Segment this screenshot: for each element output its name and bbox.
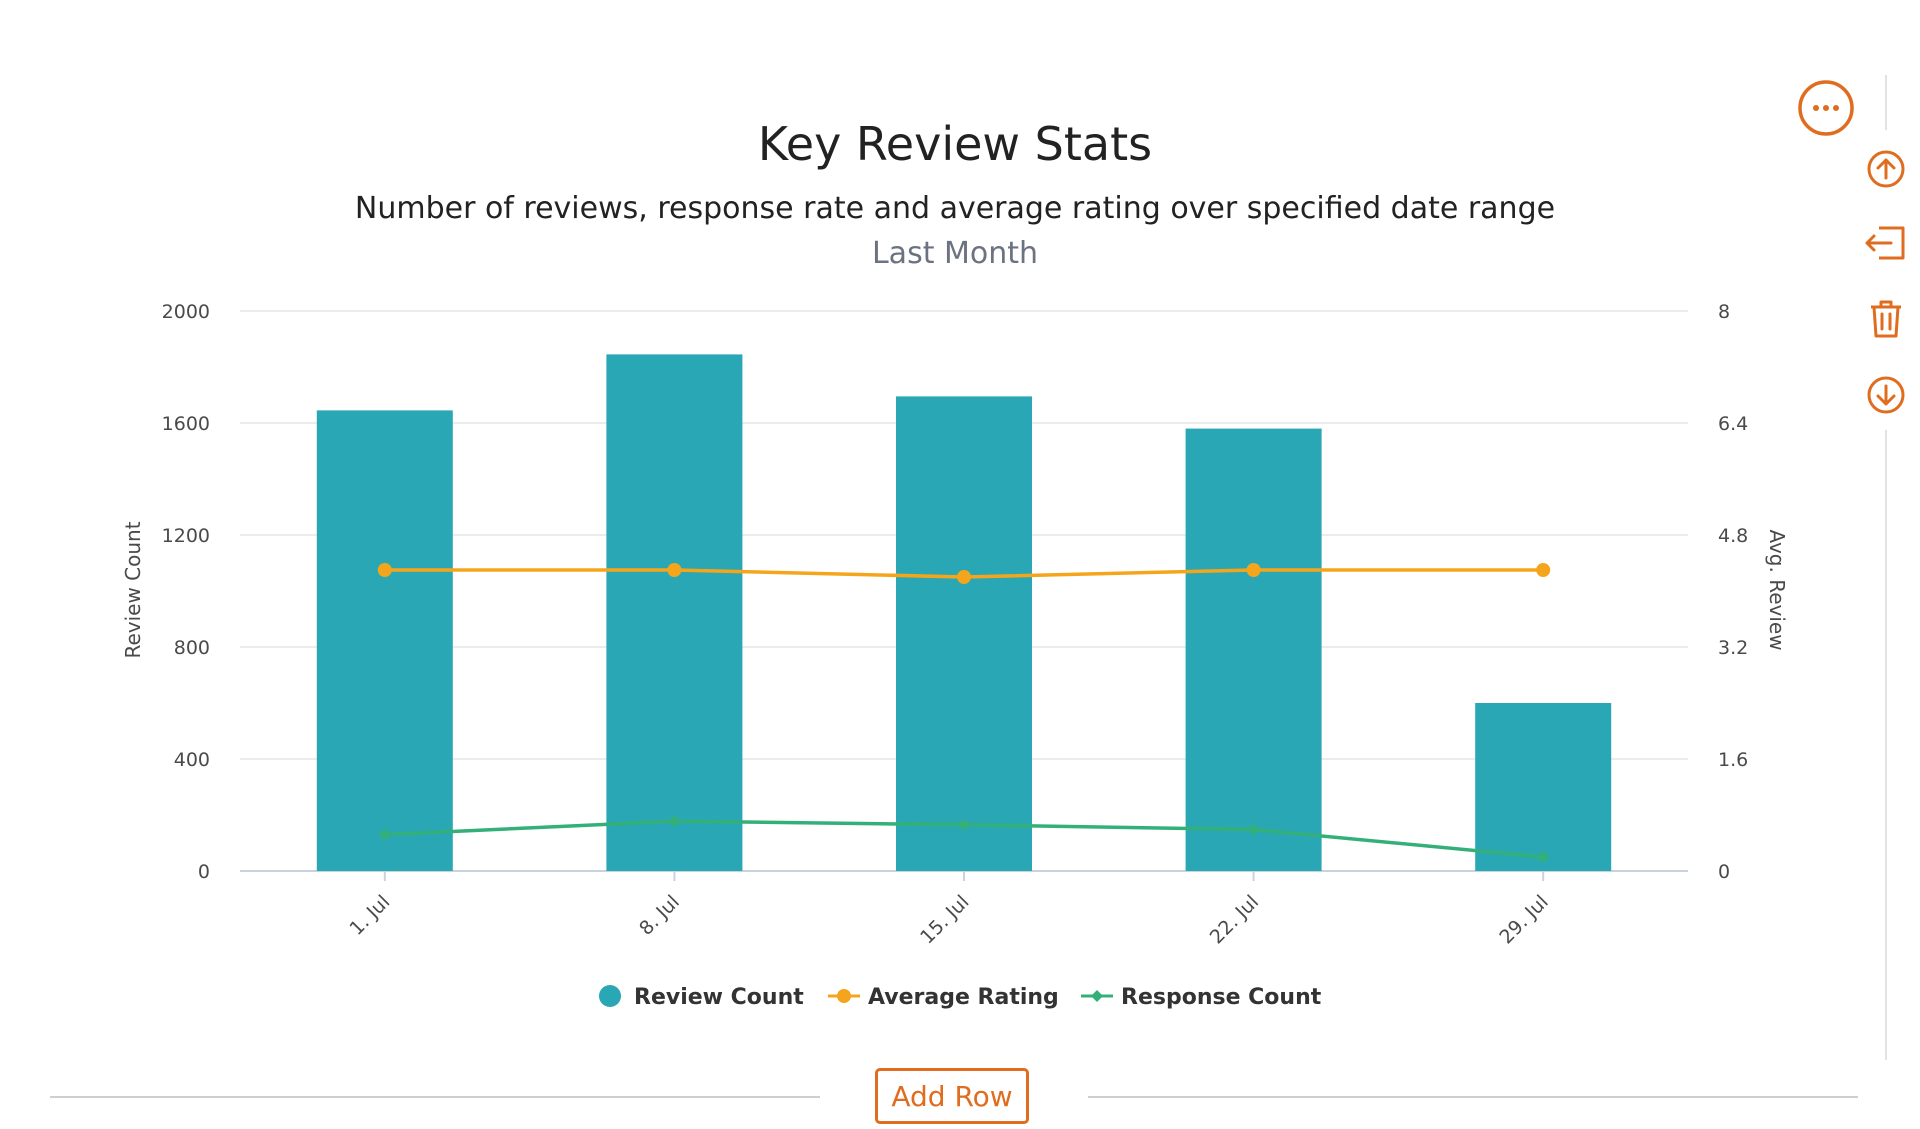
chart-title: Key Review Stats bbox=[758, 117, 1152, 171]
x-tick-label: 29. Jul bbox=[1495, 891, 1552, 948]
line-point bbox=[957, 570, 971, 584]
y-axis-left: 0 400 800 1200 1600 2000 bbox=[162, 301, 210, 883]
y-axis-left-title: Review Count bbox=[121, 521, 145, 658]
legend-label: Review Count bbox=[634, 985, 804, 1010]
x-tick-label: 22. Jul bbox=[1206, 891, 1263, 948]
y-left-tick-label: 1200 bbox=[162, 525, 210, 547]
tool-strip-divider-bottom bbox=[1885, 430, 1887, 1060]
bar bbox=[896, 396, 1032, 871]
y-right-tick-label: 1.6 bbox=[1718, 749, 1748, 771]
x-tick-label: 8. Jul bbox=[635, 891, 684, 940]
legend: Review Count Average Rating Response Count bbox=[599, 985, 1322, 1010]
y-axis-right: 0 1.6 3.2 4.8 6.4 8 bbox=[1718, 301, 1748, 883]
trash-icon bbox=[1871, 300, 1901, 338]
y-left-tick-label: 0 bbox=[198, 861, 210, 883]
series-lines bbox=[377, 563, 1551, 863]
divider-right bbox=[1088, 1096, 1858, 1098]
x-tick-label: 1. Jul bbox=[345, 891, 394, 940]
y-left-tick-label: 1600 bbox=[162, 413, 210, 435]
legend-marker bbox=[1091, 990, 1103, 1002]
line-point bbox=[667, 563, 682, 577]
line-point bbox=[1247, 823, 1260, 836]
y-right-tick-label: 3.2 bbox=[1718, 637, 1748, 659]
move-down-button[interactable] bbox=[1865, 374, 1907, 416]
x-axis: 1. Jul 8. Jul 15. Jul 22. Jul 29. Jul bbox=[345, 871, 1553, 948]
line-point bbox=[1246, 563, 1261, 577]
y-left-tick-label: 400 bbox=[174, 749, 210, 771]
y-right-tick-label: 0 bbox=[1718, 861, 1730, 883]
line-point bbox=[1536, 563, 1551, 577]
move-out-icon bbox=[1865, 226, 1905, 260]
bar bbox=[1185, 428, 1322, 871]
move-up-button[interactable] bbox=[1865, 148, 1907, 190]
y-right-tick-label: 6.4 bbox=[1718, 413, 1748, 435]
bar bbox=[316, 410, 453, 871]
line-point bbox=[378, 828, 391, 841]
line-point bbox=[668, 815, 681, 828]
legend-label: Response Count bbox=[1121, 985, 1322, 1010]
y-left-tick-label: 2000 bbox=[162, 301, 210, 323]
bar bbox=[1475, 703, 1612, 871]
line-point bbox=[958, 818, 970, 831]
tool-strip-divider-top bbox=[1885, 75, 1887, 130]
bars-review-count bbox=[316, 354, 1612, 871]
y-right-tick-label: 8 bbox=[1718, 301, 1730, 323]
y-right-tick-label: 4.8 bbox=[1718, 525, 1748, 547]
line-point bbox=[377, 563, 392, 577]
divider-left bbox=[50, 1096, 820, 1098]
move-out-button[interactable] bbox=[1860, 221, 1910, 265]
delete-button[interactable] bbox=[1864, 297, 1908, 341]
y-axis-right-title: Avg. Review bbox=[1765, 529, 1789, 650]
more-options-button[interactable] bbox=[1797, 79, 1855, 137]
legend-marker bbox=[599, 985, 621, 1007]
add-row-button[interactable]: Add Row bbox=[875, 1068, 1029, 1124]
more-icon bbox=[1798, 80, 1854, 136]
move-down-icon bbox=[1867, 376, 1905, 414]
move-up-icon bbox=[1867, 150, 1905, 188]
chart-subtitle: Number of reviews, response rate and ave… bbox=[355, 191, 1555, 226]
x-tick-label: 15. Jul bbox=[916, 891, 973, 948]
chart-date-range: Last Month bbox=[872, 236, 1038, 271]
legend-label: Average Rating bbox=[868, 985, 1059, 1010]
bar bbox=[606, 354, 743, 871]
y-left-tick-label: 800 bbox=[174, 637, 210, 659]
legend-marker bbox=[837, 989, 851, 1003]
line-point bbox=[1537, 851, 1550, 863]
